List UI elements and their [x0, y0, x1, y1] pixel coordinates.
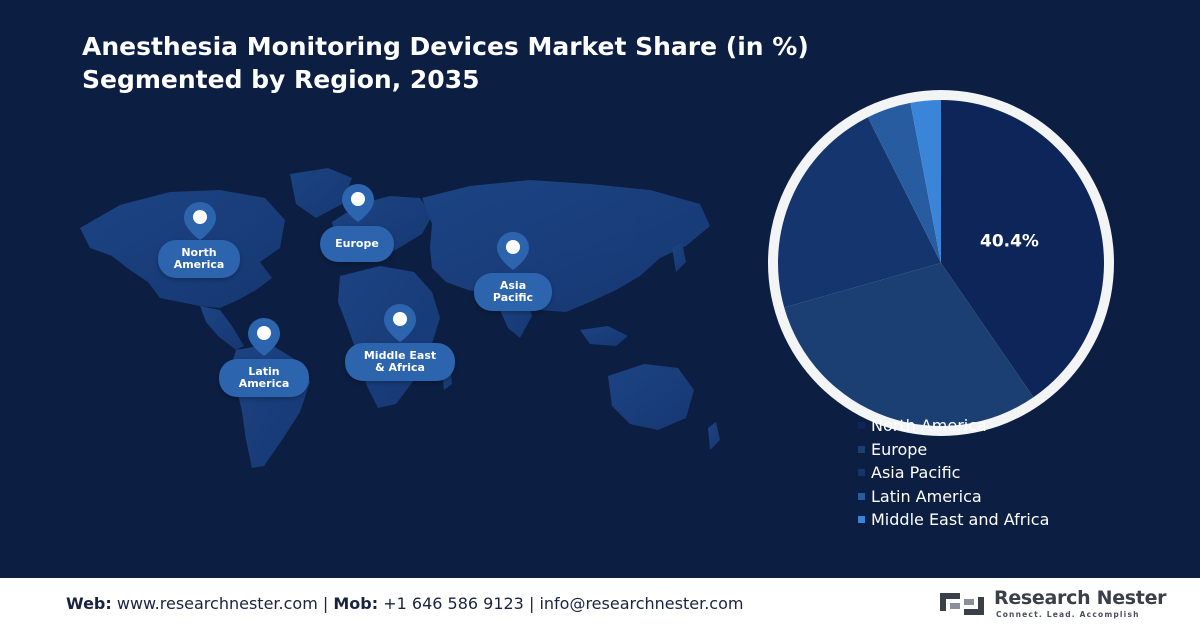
legend-swatch: [858, 492, 865, 500]
new-zealand-landmass: [708, 422, 720, 450]
contact-info: Web: www.researchnester.com | Mob: +1 64…: [66, 594, 743, 613]
region-label-line: America: [173, 258, 225, 271]
legend-swatch: [858, 516, 865, 524]
legend-label: Latin America: [871, 486, 982, 506]
region-label-europe: Europe: [320, 226, 394, 262]
pie-slice-latin-america: [867, 102, 941, 263]
location-pin-icon: [248, 318, 280, 356]
phone-number: +1 646 586 9123: [383, 594, 524, 613]
greenland-landmass: [290, 168, 352, 218]
website-link[interactable]: www.researchnester.com: [116, 594, 318, 613]
legend-item: Latin America: [858, 485, 1049, 509]
region-label-middle-east-africa: Middle East & Africa: [345, 343, 455, 381]
pie-slice-europe: [784, 263, 1034, 426]
pie-slice-north-america: [941, 100, 1104, 398]
legend-swatch: [858, 469, 865, 477]
chart-title: Anesthesia Monitoring Devices Market Sha…: [82, 30, 809, 96]
region-label-north-america: North America: [158, 240, 240, 278]
legend-swatch: [858, 422, 865, 430]
region-label-line: Asia: [499, 279, 527, 292]
region-label-line: Middle East: [363, 349, 437, 362]
legend-item: Asia Pacific: [858, 461, 1049, 485]
pie-chart: 40.4%: [778, 100, 1104, 426]
region-label-line: America: [238, 377, 290, 390]
legend-label: Middle East and Africa: [871, 510, 1050, 530]
region-label-line: North: [181, 246, 217, 259]
japan-landmass: [672, 242, 686, 272]
research-nester-logo: Research Nester Connect. Lead. Accomplis…: [936, 586, 1167, 622]
region-label-line: Pacific: [492, 291, 534, 304]
separator: |: [528, 594, 535, 613]
asia-landmass: [422, 180, 710, 312]
infographic-panel: Anesthesia Monitoring Devices Market Sha…: [80, 30, 1114, 532]
region-label-asia-pacific: Asia Pacific: [474, 273, 552, 311]
region-label-line: Europe: [335, 237, 379, 250]
legend-label: Asia Pacific: [871, 463, 961, 483]
location-pin-icon: [384, 304, 416, 342]
legend-item: North America: [858, 414, 1049, 438]
location-pin-icon: [342, 184, 374, 222]
footer-bar: Web: www.researchnester.com | Mob: +1 64…: [0, 578, 1200, 628]
region-label-line: Latin: [248, 365, 280, 378]
legend-swatch: [858, 445, 865, 453]
separator: |: [322, 594, 329, 613]
location-pin-icon: [184, 202, 216, 240]
region-label-latin-america: Latin America: [219, 359, 309, 397]
legend-item: Middle East and Africa: [858, 508, 1049, 532]
pie-data-label: 40.4%: [980, 232, 1039, 252]
web-label: Web:: [66, 594, 112, 613]
legend-label: Europe: [871, 439, 928, 459]
central-america-landmass: [200, 306, 244, 350]
chart-legend: North America Europe Asia Pacific Latin Ame…: [858, 414, 1049, 532]
location-pin-icon: [497, 232, 529, 270]
australia-landmass: [608, 364, 694, 430]
logo-name: Research Nester: [994, 587, 1167, 609]
legend-label: North America: [871, 416, 987, 436]
pie-slice-middle-east-and-africa: [910, 100, 941, 263]
southeast-asia-islands: [580, 326, 628, 346]
pie-slice-asia-pacific: [778, 117, 941, 308]
legend-item: Europe: [858, 438, 1049, 462]
logo-tagline: Connect. Lead. Accomplish: [996, 610, 1140, 619]
logo-mark-icon: [940, 593, 984, 615]
mobile-label: Mob:: [333, 594, 379, 613]
chart-title-line-1: Anesthesia Monitoring Devices Market Sha…: [82, 32, 809, 61]
chart-title-line-2: Segmented by Region, 2035: [82, 65, 480, 94]
region-label-line: & Africa: [375, 361, 425, 374]
email-link[interactable]: info@researchnester.com: [539, 594, 744, 613]
